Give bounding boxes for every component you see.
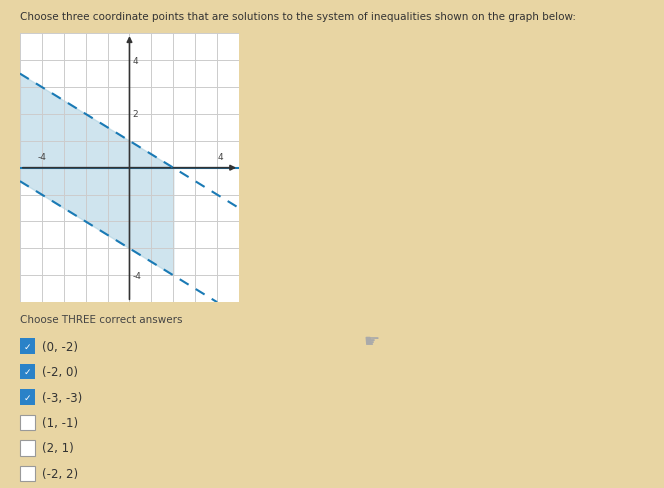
Text: -4: -4 (133, 271, 141, 280)
Text: Choose three coordinate points that are solutions to the system of inequalities : Choose three coordinate points that are … (20, 12, 576, 22)
Text: ☛: ☛ (364, 333, 380, 350)
Text: 2: 2 (133, 110, 138, 119)
Text: 4: 4 (133, 57, 138, 65)
Text: (1, -1): (1, -1) (42, 416, 78, 429)
Text: (0, -2): (0, -2) (42, 340, 78, 353)
Text: ✓: ✓ (23, 367, 31, 376)
Text: (-2, 2): (-2, 2) (42, 467, 78, 480)
Text: (2, 1): (2, 1) (42, 442, 74, 454)
Text: 4: 4 (217, 153, 222, 162)
Text: Choose THREE correct answers: Choose THREE correct answers (20, 315, 183, 325)
Text: (-2, 0): (-2, 0) (42, 366, 78, 378)
Text: (-3, -3): (-3, -3) (42, 391, 83, 404)
Text: ✓: ✓ (23, 342, 31, 351)
Text: ✓: ✓ (23, 393, 31, 402)
Text: -4: -4 (37, 153, 46, 162)
